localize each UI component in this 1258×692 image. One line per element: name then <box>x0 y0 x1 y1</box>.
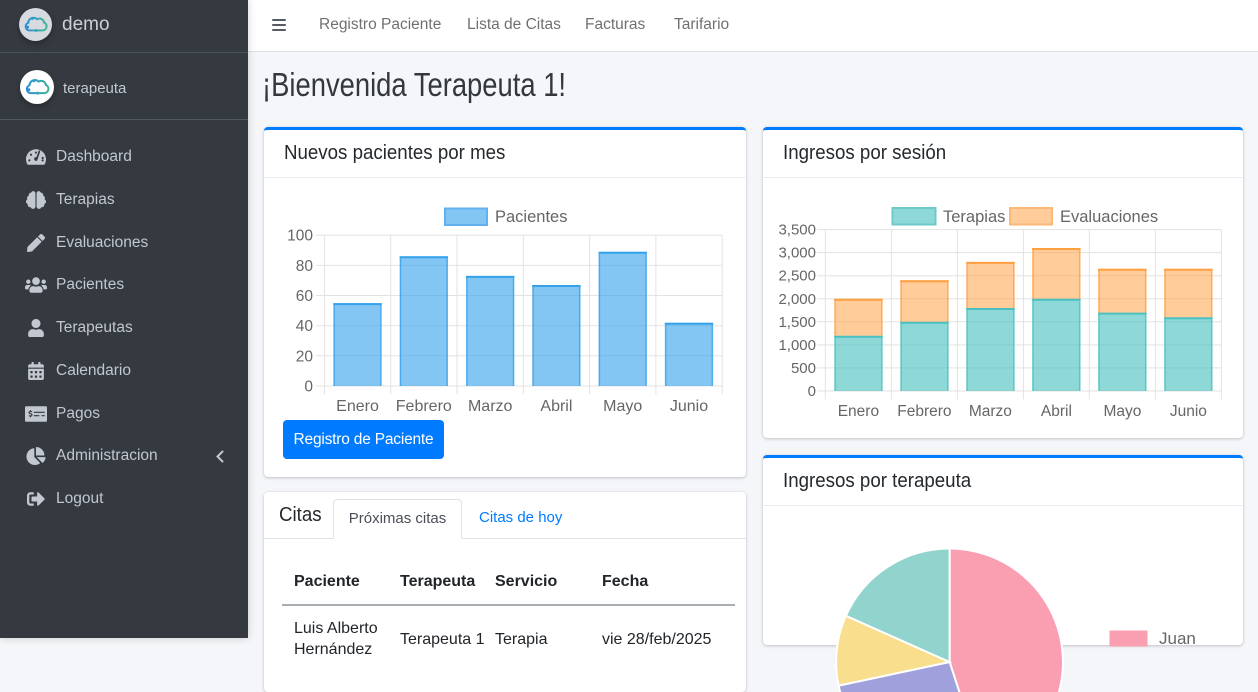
svg-text:Abril: Abril <box>540 398 572 415</box>
svg-text:Febrero: Febrero <box>897 403 951 420</box>
svg-text:Terapias: Terapias <box>943 208 1005 226</box>
svg-text:Mayo: Mayo <box>1103 403 1141 420</box>
svg-text:Enero: Enero <box>838 403 879 420</box>
svg-text:2,000: 2,000 <box>778 291 816 308</box>
svg-text:500: 500 <box>791 360 816 377</box>
svg-text:40: 40 <box>296 318 314 335</box>
svg-text:Mayo: Mayo <box>603 398 642 415</box>
svg-text:Evaluaciones: Evaluaciones <box>1060 208 1158 226</box>
svg-text:80: 80 <box>296 258 314 275</box>
svg-text:1,500: 1,500 <box>778 314 816 331</box>
svg-text:Marzo: Marzo <box>969 403 1012 420</box>
svg-text:100: 100 <box>287 228 313 245</box>
svg-text:Enero: Enero <box>336 398 379 415</box>
svg-text:Junio: Junio <box>1170 403 1207 420</box>
svg-text:Juan: Juan <box>1159 629 1196 648</box>
svg-text:1,000: 1,000 <box>778 337 816 354</box>
svg-text:Abril: Abril <box>1041 403 1072 420</box>
svg-text:3,500: 3,500 <box>778 222 816 239</box>
svg-text:Febrero: Febrero <box>396 398 452 415</box>
svg-text:0: 0 <box>304 379 313 396</box>
svg-text:2,500: 2,500 <box>778 268 816 285</box>
svg-text:20: 20 <box>296 348 314 365</box>
svg-text:Junio: Junio <box>670 398 708 415</box>
svg-text:60: 60 <box>296 288 314 305</box>
svg-text:0: 0 <box>808 383 816 400</box>
svg-text:Pacientes: Pacientes <box>495 208 567 226</box>
svg-text:3,000: 3,000 <box>778 245 816 262</box>
svg-text:Marzo: Marzo <box>468 398 513 415</box>
